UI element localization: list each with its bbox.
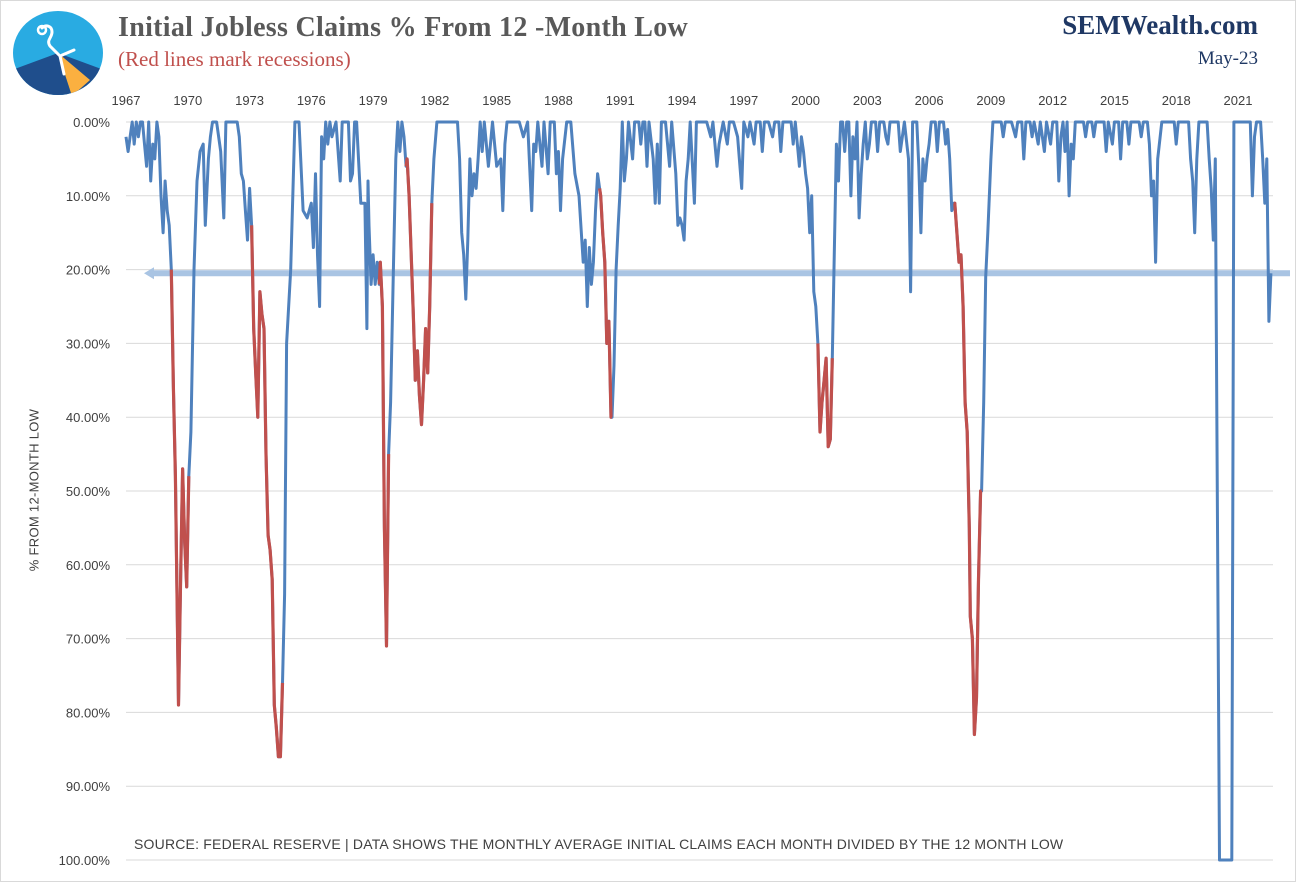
y-tick-label: 80.00% [66, 705, 111, 720]
y-axis-ticks: 0.00% 10.00% 20.00% 30.00% 40.00% 50.00% 60.00… [59, 115, 111, 868]
recession-segment [377, 260, 391, 648]
semwealth-logo-icon [13, 11, 103, 95]
x-tick-label: 1982 [420, 93, 449, 108]
recession-segment [953, 201, 983, 737]
x-tick-label: 2000 [791, 93, 820, 108]
recession-segment [250, 225, 285, 759]
claims-line [124, 120, 1273, 862]
y-tick-label: 50.00% [66, 484, 111, 499]
y-tick-label: 90.00% [66, 779, 111, 794]
y-tick-label: 20.00% [66, 263, 111, 278]
x-tick-label: 2003 [853, 93, 882, 108]
reference-arrow-icon [144, 267, 154, 280]
x-tick-label: 2021 [1224, 93, 1253, 108]
y-tick-label: 70.00% [66, 632, 111, 647]
x-tick-label: 2006 [915, 93, 944, 108]
y-tick-label: 60.00% [66, 558, 111, 573]
x-tick-label: 1988 [544, 93, 573, 108]
recession-segment [404, 157, 434, 427]
x-tick-label: 1976 [297, 93, 326, 108]
x-tick-label: 1970 [173, 93, 202, 108]
y-axis-label: % FROM 12-MONTH LOW [26, 408, 42, 572]
y-tick-label: 100.00% [59, 853, 111, 868]
y-tick-label: 10.00% [66, 189, 111, 204]
claims-series [124, 120, 1273, 862]
x-tick-label: 1985 [482, 93, 511, 108]
recession-segment [169, 269, 191, 707]
y-tick-label: 0.00% [73, 115, 110, 130]
chart-title: Initial Jobless Claims % From 12 -Month … [118, 12, 689, 43]
y-tick-label: 30.00% [66, 336, 111, 351]
x-tick-label: 1994 [668, 93, 697, 108]
brand-name: SEMWealth.com [1062, 10, 1258, 40]
x-tick-label: 2009 [976, 93, 1005, 108]
recession-segment [816, 343, 834, 449]
x-tick-label: 1997 [729, 93, 758, 108]
x-tick-label: 2018 [1162, 93, 1191, 108]
x-tick-label: 1991 [606, 93, 635, 108]
x-tick-label: 1973 [235, 93, 264, 108]
y-tick-label: 40.00% [66, 410, 111, 425]
x-axis-ticks: 1967 1970 1973 1976 1979 1982 1985 1988 1991 1994… [112, 93, 1253, 108]
source-note: SOURCE: FEDERAL RESERVE | DATA SHOWS THE… [134, 836, 1066, 852]
x-tick-label: 1979 [359, 93, 388, 108]
gridlines [126, 121, 1273, 861]
reference-line [144, 267, 1290, 280]
recession-segment [598, 188, 613, 419]
x-tick-label: 2012 [1038, 93, 1067, 108]
report-date: May-23 [1197, 48, 1258, 69]
x-tick-label: 1967 [112, 93, 141, 108]
chart-subtitle: (Red lines mark recessions) [118, 47, 351, 71]
x-tick-label: 2015 [1100, 93, 1129, 108]
